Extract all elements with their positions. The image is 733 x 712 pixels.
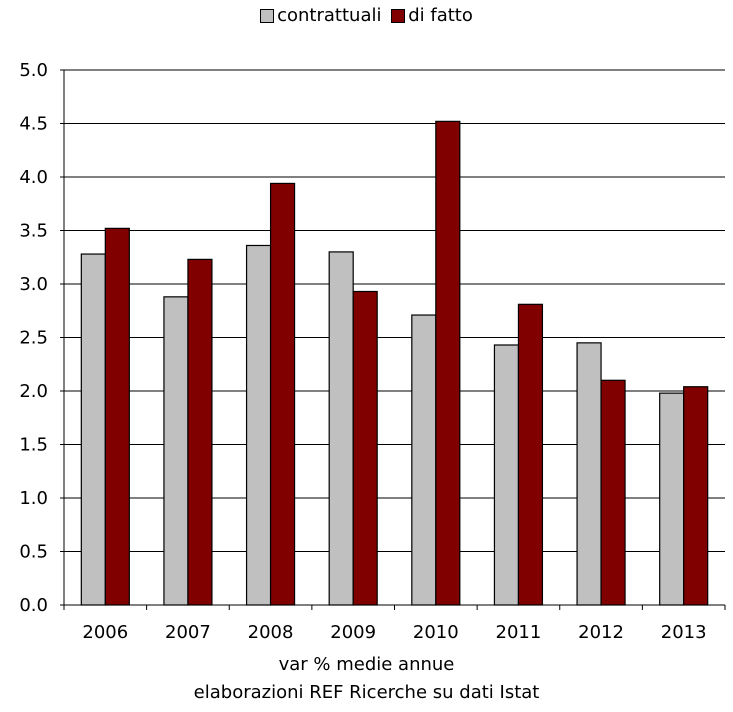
bar-contrattuali-2008 — [245, 244, 272, 606]
y-tick-label: 1.0 — [19, 488, 48, 509]
bar-contrattuali-2007 — [163, 296, 189, 606]
y-tick-label: 0.5 — [19, 542, 48, 563]
bar-di-fatto-2006 — [104, 227, 130, 606]
bar-di-fatto-2009 — [352, 290, 378, 606]
bar-di-fatto-2010 — [435, 120, 461, 606]
legend-item-di-fatto: di fatto — [391, 5, 473, 26]
y-tick-label: 2.5 — [19, 328, 48, 349]
legend: contrattuali di fatto — [0, 5, 733, 28]
x-tick-label: 2013 — [661, 622, 707, 643]
bar-di-fatto-2011 — [517, 303, 544, 606]
legend-swatch-contrattuali — [260, 8, 275, 23]
y-tick-label: 1.5 — [19, 435, 48, 456]
bar-di-fatto-2012 — [600, 379, 626, 606]
y-tick-label: 4.0 — [19, 167, 48, 188]
bar-contrattuali-2009 — [328, 251, 354, 606]
bar-contrattuali-2010 — [411, 314, 437, 606]
legend-label-di-fatto: di fatto — [408, 5, 473, 26]
bar-contrattuali-2012 — [576, 342, 602, 606]
bar-contrattuali-2011 — [493, 344, 520, 606]
y-tick-label: 4.5 — [19, 114, 48, 135]
x-tick-label: 2006 — [82, 622, 128, 643]
y-tick-label: 5.0 — [19, 60, 48, 81]
legend-label-contrattuali: contrattuali — [277, 5, 382, 26]
caption-source: elaborazioni REF Ricerche su dati Istat — [193, 682, 540, 703]
x-tick-label: 2008 — [248, 622, 294, 643]
legend-item-contrattuali: contrattuali — [260, 5, 381, 26]
caption-units: var % medie annue — [278, 654, 455, 675]
y-tick-label: 2.0 — [19, 381, 48, 402]
bar-di-fatto-2008 — [269, 182, 296, 606]
x-tick-label: 2011 — [496, 622, 542, 643]
x-tick-label: 2009 — [330, 622, 376, 643]
legend-swatch-di-fatto — [391, 8, 406, 23]
bar-contrattuali-2006 — [80, 253, 106, 606]
x-tick-label: 2007 — [165, 622, 211, 643]
x-tick-label: 2010 — [413, 622, 459, 643]
x-tick-label: 2012 — [578, 622, 624, 643]
bar-contrattuali-2013 — [659, 392, 685, 606]
y-tick-label: 3.0 — [19, 274, 48, 295]
bar-di-fatto-2007 — [187, 258, 213, 606]
y-tick-label: 3.5 — [19, 221, 48, 242]
y-tick-label: 0.0 — [19, 595, 48, 616]
bar-di-fatto-2013 — [683, 386, 709, 606]
